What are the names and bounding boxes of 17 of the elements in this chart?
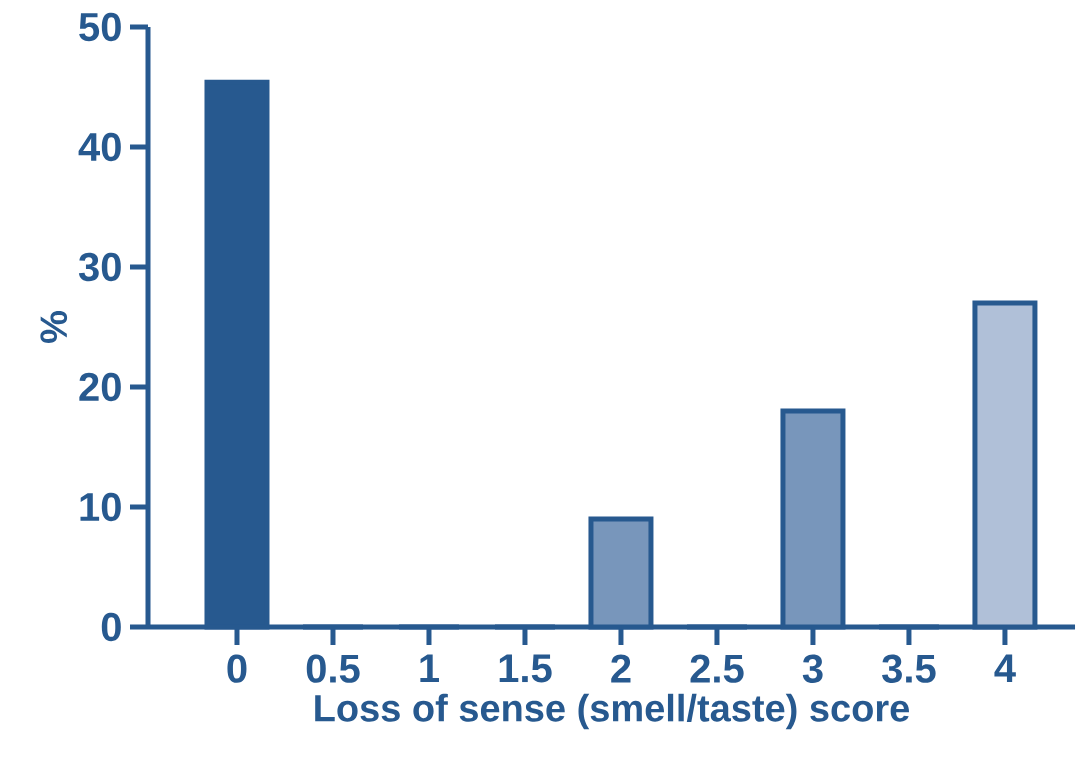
x-tick-label: 3 [802,654,823,683]
y-tick-label: 40 [78,132,121,162]
x-tick-label: 1.5 [499,654,552,683]
x-tick-label: 0.5 [306,654,360,683]
x-tick-label: 2 [611,654,631,683]
y-tick-label: 30 [78,252,121,282]
y-tick-label: 50 [79,12,121,42]
y-tick-label: 0 [101,612,121,642]
y-tick-label: 20 [79,372,121,402]
x-tick-label: 2.5 [690,654,744,683]
x-tick-label: 0 [227,654,247,683]
x-tick-label: 3.5 [882,654,936,683]
x-tick-label: 1 [420,654,439,683]
y-axis-title: % [40,311,68,343]
x-tick-label: 4 [994,654,1016,683]
y-tick-label: 10 [80,492,121,522]
x-axis-title: Loss of sense (smell/taste) score [315,693,909,730]
